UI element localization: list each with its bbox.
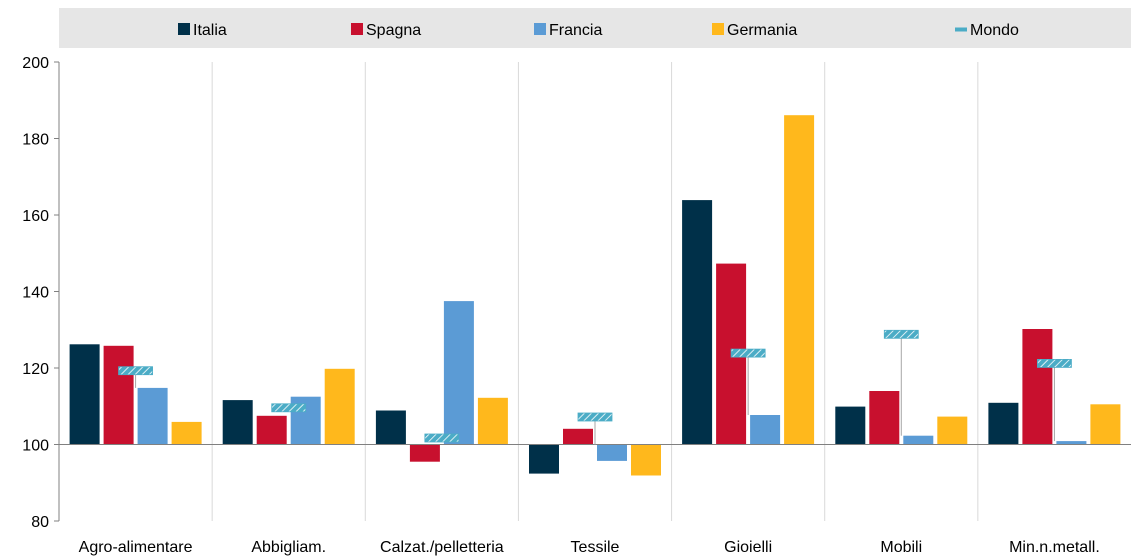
bar-germania bbox=[324, 368, 355, 445]
bar-spagna bbox=[256, 415, 287, 445]
bar-spagna bbox=[1022, 329, 1053, 445]
bar-spagna bbox=[869, 391, 900, 445]
bar-francia bbox=[443, 301, 474, 445]
legend-swatch-spagna bbox=[351, 23, 363, 35]
bar-italia bbox=[835, 406, 866, 445]
y-tick-label: 120 bbox=[22, 361, 49, 378]
bar-italia bbox=[375, 410, 406, 445]
bar-italia bbox=[222, 400, 253, 445]
y-tick-label: 80 bbox=[31, 514, 49, 531]
y-axis-ticks: 80 100 120 140 160 180 200 bbox=[22, 55, 59, 531]
bar-francia bbox=[750, 415, 781, 445]
bar-francia bbox=[137, 387, 168, 445]
category-separators bbox=[211, 62, 979, 521]
legend-label-germania: Germania bbox=[727, 22, 797, 39]
mondo-marker bbox=[271, 403, 307, 413]
bar-germania bbox=[631, 444, 661, 476]
bar-germania bbox=[1090, 404, 1121, 445]
legend-swatch-francia bbox=[534, 23, 546, 35]
mondo-marker bbox=[730, 348, 766, 358]
y-tick-label: 160 bbox=[22, 208, 49, 225]
legend-label-mondo: Mondo bbox=[970, 22, 1019, 39]
legend: Italia Spagna Francia Germania Mondo bbox=[178, 22, 1019, 39]
category-label: Mobili bbox=[880, 539, 922, 556]
mondo-marker bbox=[118, 366, 153, 376]
bar-germania bbox=[784, 115, 815, 445]
legend-swatch-germania bbox=[712, 23, 724, 35]
legend-label-francia: Francia bbox=[549, 22, 602, 39]
bar-francia bbox=[903, 435, 934, 445]
y-tick-label: 100 bbox=[22, 438, 49, 455]
bar-italia bbox=[69, 344, 100, 445]
category-label: Abbigliam. bbox=[251, 539, 326, 556]
bar-spagna bbox=[563, 428, 593, 445]
bar-italia bbox=[682, 200, 713, 445]
bar-germania bbox=[937, 416, 968, 445]
category-label: Agro-alimentare bbox=[79, 539, 193, 556]
mondo-marker bbox=[1037, 358, 1072, 368]
bar-spagna bbox=[103, 345, 134, 445]
x-axis-categories: Agro-alimentare Abbigliam. Calzat./pellett… bbox=[79, 539, 1100, 556]
bar-italia bbox=[988, 402, 1019, 445]
bar-francia bbox=[1056, 441, 1087, 445]
bar-germania bbox=[477, 397, 508, 445]
mondo-markers bbox=[118, 329, 1072, 445]
legend-background bbox=[59, 8, 1131, 48]
category-label: Calzat./pelletteria bbox=[380, 539, 504, 556]
category-label: Tessile bbox=[571, 539, 620, 556]
category-label: Min.n.metall. bbox=[1009, 539, 1100, 556]
mondo-marker bbox=[577, 412, 613, 422]
y-tick-label: 140 bbox=[22, 285, 49, 302]
mondo-marker bbox=[883, 329, 919, 339]
bars bbox=[59, 115, 1131, 476]
legend-swatch-mondo bbox=[955, 27, 967, 32]
legend-label-spagna: Spagna bbox=[366, 22, 421, 39]
bar-germania bbox=[171, 421, 202, 445]
bar-francia bbox=[597, 444, 627, 461]
legend-label-italia: Italia bbox=[193, 22, 227, 39]
y-tick-label: 200 bbox=[22, 55, 49, 72]
bar-spagna bbox=[409, 444, 440, 462]
mondo-marker bbox=[424, 433, 460, 443]
category-label: Gioielli bbox=[724, 539, 772, 556]
y-tick-label: 180 bbox=[22, 132, 49, 149]
bar-italia bbox=[529, 444, 559, 474]
legend-swatch-italia bbox=[178, 23, 190, 35]
